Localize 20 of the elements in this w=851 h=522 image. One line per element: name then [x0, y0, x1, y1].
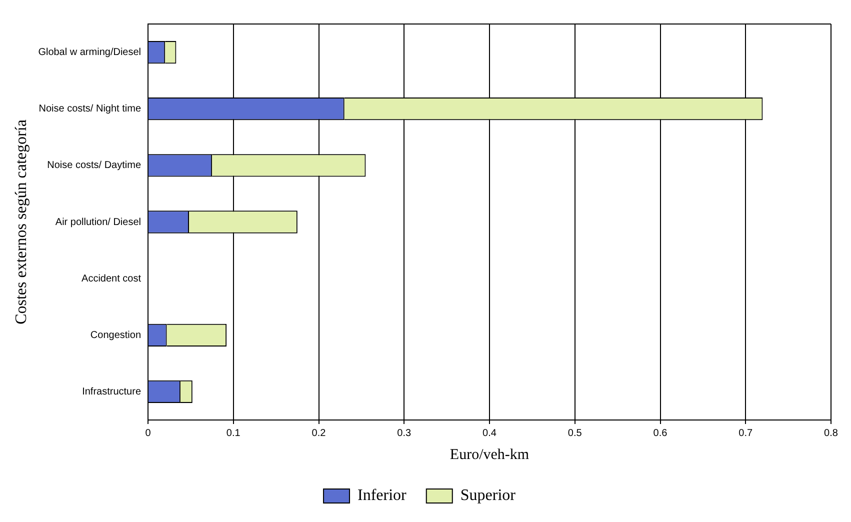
x-tick-label: 0.7 — [738, 428, 754, 439]
x-tick-label: 0.1 — [226, 428, 241, 439]
x-tick-label: 0.3 — [397, 428, 412, 439]
x-tick-label: 0.5 — [568, 428, 582, 439]
legend-label: Inferior — [358, 487, 408, 504]
y-tick-label: Noise costs/ Night time — [38, 104, 142, 115]
legend-label: Superior — [460, 487, 516, 504]
y-tick-label: Infrastructure — [82, 386, 142, 398]
y-tick-label: Noise costs/ Daytime — [47, 160, 142, 172]
x-tick-label: 0.2 — [312, 428, 326, 439]
x-tick-label: 0.6 — [653, 428, 668, 439]
y-tick-label: Global w arming/Diesel — [38, 47, 142, 58]
x-axis-title: Euro/veh-km — [450, 446, 530, 463]
x-tick-label: 0.8 — [824, 428, 838, 439]
y-tick-label: Air pollution/ Diesel — [55, 216, 142, 228]
x-tick-label: 0.4 — [482, 428, 497, 439]
y-tick-label: Congestion — [90, 330, 142, 341]
x-tick-label: 0 — [145, 428, 152, 439]
y-axis-title: Costes externos según categoría — [12, 120, 30, 324]
y-tick-label: Accident cost — [82, 273, 142, 284]
